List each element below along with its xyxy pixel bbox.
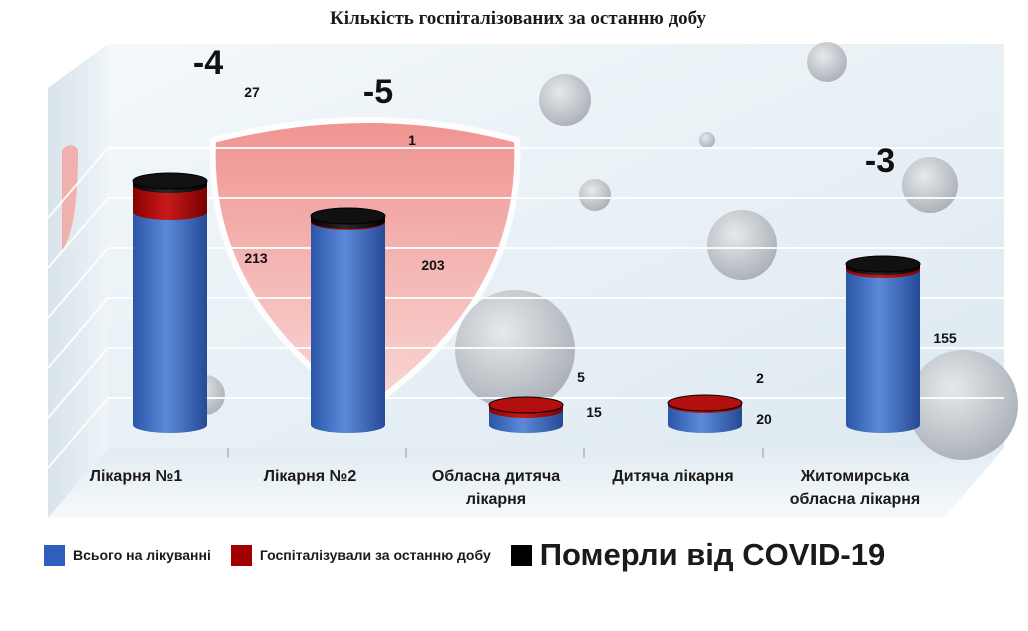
plot-side-wall — [48, 44, 108, 518]
bar-body — [846, 270, 920, 433]
data-label: 5 — [577, 369, 585, 385]
bar-body — [133, 212, 207, 433]
category-label-line: Житомирська — [800, 468, 910, 485]
data-label: 20 — [756, 411, 772, 427]
bar-top — [488, 396, 564, 414]
legend: Всього на лікуванні Госпіталізували за о… — [44, 530, 1004, 580]
legend-swatch-total — [44, 544, 65, 566]
legend-label-total: Всього на лікуванні — [73, 547, 211, 563]
bar-segment — [133, 212, 207, 433]
category-labels: Лікарня №1 Лікарня №2 Обласна дитяча лікарн… — [90, 448, 921, 508]
gridline-side — [47, 347, 109, 419]
bar-top — [310, 207, 386, 225]
category-label: Лікарня №1 — [90, 468, 183, 485]
gridline-side — [47, 247, 109, 319]
bar-body — [311, 222, 385, 433]
category-label-line: Обласна дитяча — [432, 468, 560, 485]
category-label: Лікарня №2 — [264, 468, 357, 485]
plot-floor — [48, 448, 1004, 518]
category-label: Житомирська обласна лікарня — [790, 468, 921, 508]
data-label: 15 — [586, 404, 602, 420]
bar-body — [133, 185, 207, 220]
category-label-line: обласна лікарня — [790, 491, 921, 508]
gridline-side — [47, 197, 109, 269]
legend-item-total: Всього на лікуванні — [44, 544, 211, 566]
chart-title: Кількість госпіталізованих за останню до… — [330, 8, 706, 29]
gridline-side — [47, 397, 109, 469]
legend-label-hospitalized: Госпіталізували за останню добу — [259, 547, 491, 563]
gridline-side — [47, 147, 109, 219]
data-label: 1 — [408, 132, 416, 148]
category-label-line: Лікарня №2 — [264, 468, 357, 485]
bar-body — [668, 405, 742, 433]
legend-item-hospitalized: Госпіталізували за останню добу — [230, 544, 491, 566]
data-label: 155 — [933, 330, 957, 346]
legend-swatch-hospitalized — [230, 544, 252, 566]
category-label-line: Дитяча лікарня — [612, 468, 733, 485]
category-label: Дитяча лікарня — [612, 468, 733, 485]
legend-swatch-deaths — [510, 544, 532, 566]
bar-segment — [846, 270, 920, 433]
bar-top — [132, 172, 208, 190]
category-label: Обласна дитяча лікарня — [432, 468, 560, 508]
deaths-label: -4 — [193, 44, 223, 82]
bar-top — [845, 255, 921, 273]
data-label: 27 — [244, 84, 260, 100]
legend-label-deaths: Померли від COVID-19 — [539, 537, 886, 572]
legend-item-deaths: Померли від COVID-19 — [510, 537, 886, 573]
bar-segment — [133, 185, 207, 220]
gridline-side — [47, 297, 109, 369]
bar-top — [667, 394, 743, 412]
deaths-label: -3 — [865, 142, 895, 180]
data-label: 2 — [756, 370, 764, 386]
bar-segment — [668, 405, 742, 433]
bar-segment — [311, 222, 385, 433]
bars — [132, 172, 921, 433]
data-label: 213 — [244, 250, 268, 266]
side-shield-icon — [62, 145, 78, 250]
category-label-line: лікарня — [466, 491, 526, 508]
category-label-line: Лікарня №1 — [90, 468, 183, 485]
deaths-label: -5 — [363, 73, 393, 111]
data-label: 203 — [421, 257, 445, 273]
